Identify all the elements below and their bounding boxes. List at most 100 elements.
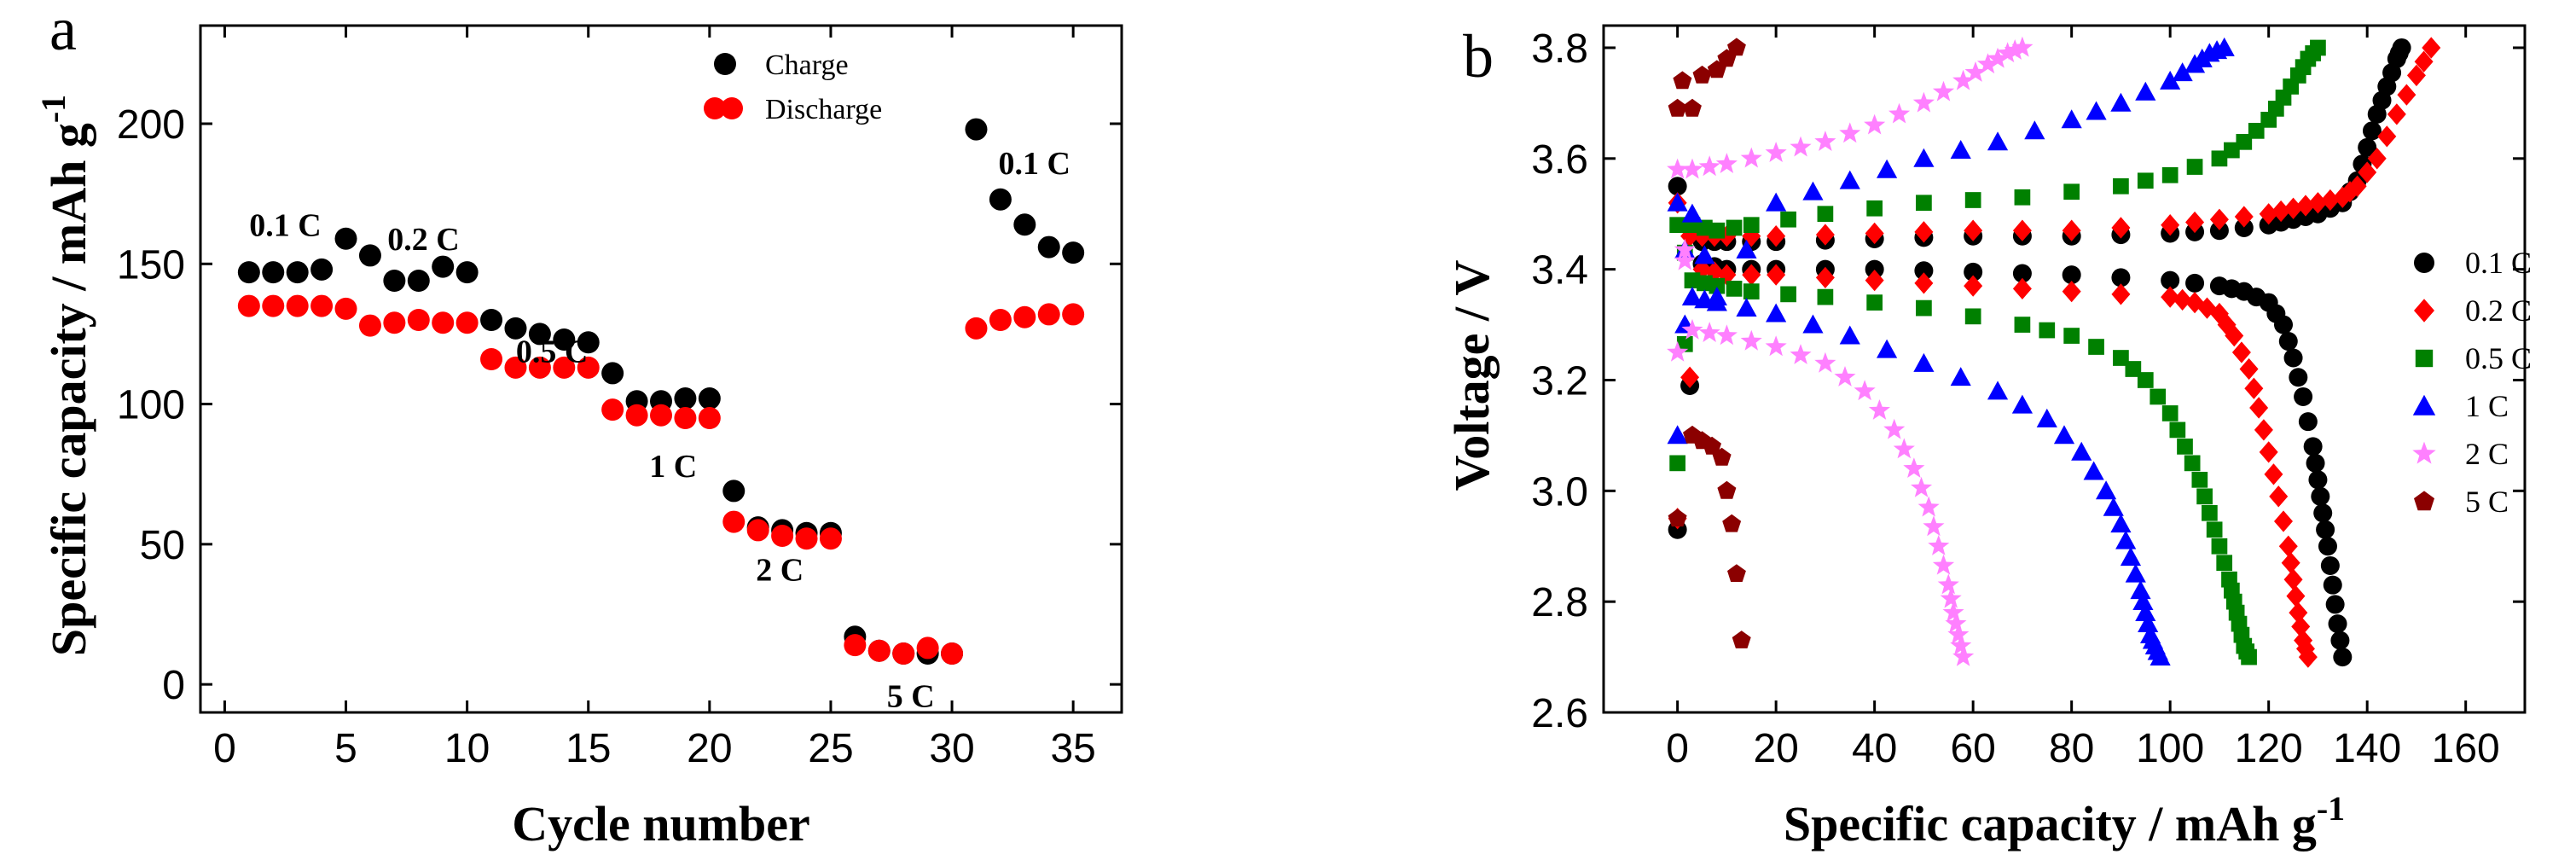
panel-b-data-points	[1667, 36, 2441, 668]
2C-charge-point	[1839, 122, 1861, 143]
2C-charge-point	[1987, 47, 2009, 68]
02C-discharge-point	[2278, 535, 2298, 557]
1C-discharge-point	[2135, 602, 2156, 622]
discharge-point	[1013, 305, 1036, 328]
charge-point	[674, 387, 697, 410]
charge-point	[1037, 235, 1060, 259]
05C-discharge-point	[1866, 294, 1883, 311]
1C-discharge-point	[1802, 314, 1824, 334]
02C-discharge-point	[2173, 288, 2192, 311]
panel-a-y-tick-label: 150	[117, 242, 185, 288]
05C-charge-point	[1669, 455, 1685, 472]
02C-charge-point	[1914, 221, 1934, 243]
05C-discharge-point	[1743, 283, 1760, 299]
05C-charge-point	[2310, 39, 2326, 56]
05C-discharge-point	[1684, 272, 1701, 288]
1C-discharge-point	[1681, 287, 1703, 306]
01C-discharge-point	[1865, 259, 1884, 279]
legend-1C-marker	[2412, 394, 2436, 416]
1C-discharge-point	[1667, 192, 1688, 212]
1C-discharge-point	[1876, 339, 1898, 358]
2C-charge-point	[1715, 153, 1738, 173]
1C-charge-point	[2160, 70, 2181, 90]
2C-charge-point	[1952, 69, 1975, 90]
1C-charge-point	[1987, 131, 2009, 151]
02C-discharge-point	[1815, 266, 1835, 289]
panel-a-x-tick-label: 20	[687, 726, 732, 771]
2C-charge-point	[1932, 80, 1955, 102]
2C-discharge-point	[1715, 324, 1738, 346]
2C-discharge-point	[1765, 335, 1787, 357]
1C-discharge-point	[2095, 480, 2117, 500]
02C-charge-point	[2414, 50, 2434, 73]
panel-a-x-tick-label: 15	[566, 726, 611, 771]
1C-discharge-point	[2115, 530, 2137, 549]
panel-a-tick-labels: 0 5 10 15 20 25 30 35 0 50 100 150 200	[117, 102, 1096, 771]
1C-charge-point	[2213, 37, 2235, 56]
panel-a-ticks	[200, 26, 1122, 712]
legend-label: 1 C	[2465, 389, 2509, 423]
rate-annotation: 0.1 C	[249, 207, 321, 243]
discharge-point	[844, 634, 867, 657]
01C-discharge-point	[2320, 555, 2340, 575]
02C-charge-point	[2397, 84, 2416, 106]
2C-discharge-point	[1674, 238, 1696, 259]
5C-charge-point	[1668, 509, 1687, 527]
05C-discharge-point	[2063, 328, 2080, 344]
charge-point	[1013, 213, 1036, 236]
charge-point	[310, 258, 334, 281]
02C-charge-point	[2062, 219, 2081, 241]
02C-charge-point	[1767, 225, 1786, 247]
01C-discharge-point	[2278, 332, 2298, 352]
1C-charge-point	[1950, 139, 1971, 159]
05C-discharge-point	[2202, 504, 2218, 521]
discharge-point	[286, 294, 309, 317]
panel-a-y-axis-label-sup: -1	[34, 95, 73, 123]
02C-charge-point	[2320, 189, 2340, 212]
01C-discharge-point	[1964, 262, 1983, 282]
panel-b-x-tick-label: 140	[2333, 726, 2401, 771]
discharge-point	[1062, 303, 1085, 326]
panel-a-y-tick-label: 0	[162, 663, 185, 708]
01C-discharge-point	[2294, 387, 2313, 406]
panel-a-data-points	[237, 118, 1085, 665]
panel-b-y-tick-label: 3.2	[1531, 358, 1588, 404]
rate-annotation: 5 C	[887, 678, 935, 714]
01C-discharge-point	[2161, 270, 2180, 290]
2C-charge-point	[1740, 147, 1762, 168]
05C-discharge-point	[2196, 488, 2213, 505]
panel-b-x-axis-label: Specific capacity / mAh g-1	[1784, 789, 2345, 851]
panel-a-x-axis-label: Cycle number	[512, 796, 810, 851]
discharge-point	[1037, 303, 1060, 326]
05C-charge-point	[2063, 183, 2080, 201]
1C-discharge-point	[2138, 613, 2159, 633]
discharge-point	[819, 527, 842, 550]
discharge-point	[674, 407, 697, 429]
05C-discharge-point	[2177, 439, 2193, 455]
panel-a-x-tick-label: 35	[1050, 726, 1095, 771]
rate-annotation: 0.2 C	[387, 222, 459, 258]
05C-discharge-point	[2150, 388, 2167, 405]
05C-charge-point	[1697, 219, 1713, 236]
charge-point	[504, 317, 527, 340]
02C-discharge-point	[2231, 341, 2251, 363]
legend-01C-marker	[2414, 253, 2434, 273]
legend-label: 0.2 C	[2465, 294, 2532, 328]
2C-discharge-point	[1834, 366, 1856, 387]
panel-b-y-tick-label: 3.8	[1531, 26, 1588, 72]
2C-discharge-point	[1945, 612, 1967, 633]
charge-point	[553, 328, 576, 351]
01C-charge-point	[2362, 121, 2382, 141]
1C-discharge-point	[2130, 580, 2151, 600]
discharge-point	[625, 404, 648, 427]
panel-a-x-tick-label: 5	[334, 726, 357, 771]
panel-b-x-axis-label-sup: -1	[2317, 789, 2345, 828]
discharge-point	[601, 398, 624, 421]
2C-discharge-point	[1790, 344, 1812, 364]
panel-b-y-tick-label: 2.6	[1531, 691, 1588, 736]
discharge-point	[383, 311, 406, 334]
01C-discharge-point	[2311, 486, 2330, 506]
02C-discharge-point	[2289, 602, 2308, 624]
1C-charge-point	[1667, 425, 1688, 445]
